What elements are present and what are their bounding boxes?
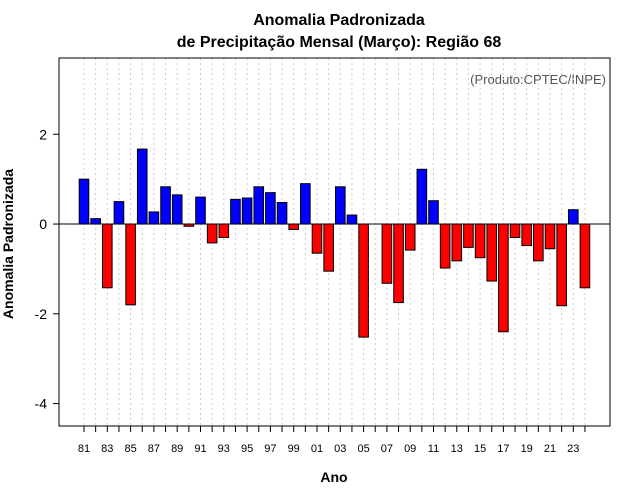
- bar-94: [230, 198, 241, 225]
- bar-85: [125, 223, 136, 306]
- bars: [78, 148, 591, 338]
- y-tick-label: 2: [39, 126, 47, 142]
- bar-09: [404, 223, 416, 251]
- x-tick-label: 87: [148, 443, 160, 455]
- bar-86: [136, 148, 148, 225]
- y-tick-label: 0: [39, 216, 47, 232]
- chart-subtitle: de Precipitação Mensal (Março): Região 6…: [177, 34, 502, 51]
- bar-10: [416, 168, 428, 225]
- x-tick-label: 99: [288, 443, 300, 455]
- bar-88: [160, 186, 171, 225]
- bar-17: [498, 223, 509, 333]
- bar-84: [113, 201, 125, 225]
- bar-21: [544, 223, 556, 250]
- x-tick-label: 97: [264, 443, 276, 455]
- x-tick-label: 17: [497, 443, 509, 455]
- y-axis: -4 -2 0 2: [35, 126, 59, 412]
- bar-20: [533, 223, 544, 262]
- bar-81: [78, 178, 90, 225]
- x-tick-label: 85: [124, 443, 136, 455]
- bar-87: [148, 211, 160, 225]
- bar-92: [206, 223, 218, 244]
- bar-93: [218, 223, 230, 239]
- x-tick-label: 95: [241, 443, 253, 455]
- x-tick-label: 05: [357, 443, 369, 455]
- bar-18: [509, 223, 521, 239]
- bar-15: [474, 223, 486, 259]
- bar-96: [253, 186, 265, 225]
- bar-11: [428, 200, 439, 225]
- x-tick-label: 11: [428, 443, 439, 455]
- y-tick-label: -2: [35, 306, 48, 322]
- bar-01: [311, 223, 323, 254]
- x-tick-label: 01: [311, 443, 323, 455]
- bar-23: [568, 209, 579, 225]
- grid: [83, 58, 586, 426]
- bar-91: [195, 196, 206, 225]
- bar-83: [102, 223, 113, 289]
- bar-08: [393, 223, 404, 304]
- bar-82: [90, 218, 101, 225]
- bar-14: [463, 223, 474, 248]
- x-tick-label: 83: [101, 443, 113, 455]
- x-axis-label: Ano: [320, 469, 347, 485]
- bar-13: [451, 223, 463, 262]
- x-tick-label: 23: [567, 443, 579, 455]
- x-tick-label: 09: [404, 443, 416, 455]
- x-tick-label: 81: [78, 443, 90, 455]
- bar-99: [288, 223, 299, 230]
- bar-89: [171, 194, 183, 225]
- y-tick-label: -4: [35, 396, 48, 412]
- x-axis: 81 83 85 87 89 91 93 95 97 99 01 03 05 07 09 11 13 15 17 19…: [78, 426, 586, 455]
- bar-03: [335, 186, 346, 225]
- x-tick-label: 03: [334, 443, 346, 455]
- x-tick-label: 93: [218, 443, 230, 455]
- x-tick-label: 91: [194, 443, 206, 455]
- x-tick-label: 07: [381, 443, 393, 455]
- plot-frame: [58, 57, 611, 427]
- bar-05: [358, 223, 369, 338]
- x-tick-label: 89: [171, 443, 183, 455]
- bar-98: [276, 202, 288, 225]
- bar-00: [300, 183, 311, 225]
- bar-95: [241, 197, 253, 225]
- bar-02: [323, 223, 334, 272]
- bar-22: [556, 223, 567, 307]
- y-axis-label: Anomalia Padronizada: [0, 169, 16, 319]
- bar-04: [346, 214, 358, 225]
- bar-19: [521, 223, 533, 247]
- bar-16: [486, 223, 498, 282]
- bar-12: [439, 223, 451, 269]
- bar-24: [579, 223, 591, 289]
- x-tick-label: 19: [521, 443, 533, 455]
- x-tick-label: 21: [544, 443, 556, 455]
- bar-97: [265, 192, 276, 225]
- bar-07: [381, 223, 393, 284]
- x-tick-label: 15: [474, 443, 486, 455]
- x-tick-label: 13: [451, 443, 463, 455]
- chart-title: Anomalia Padronizada: [253, 12, 425, 29]
